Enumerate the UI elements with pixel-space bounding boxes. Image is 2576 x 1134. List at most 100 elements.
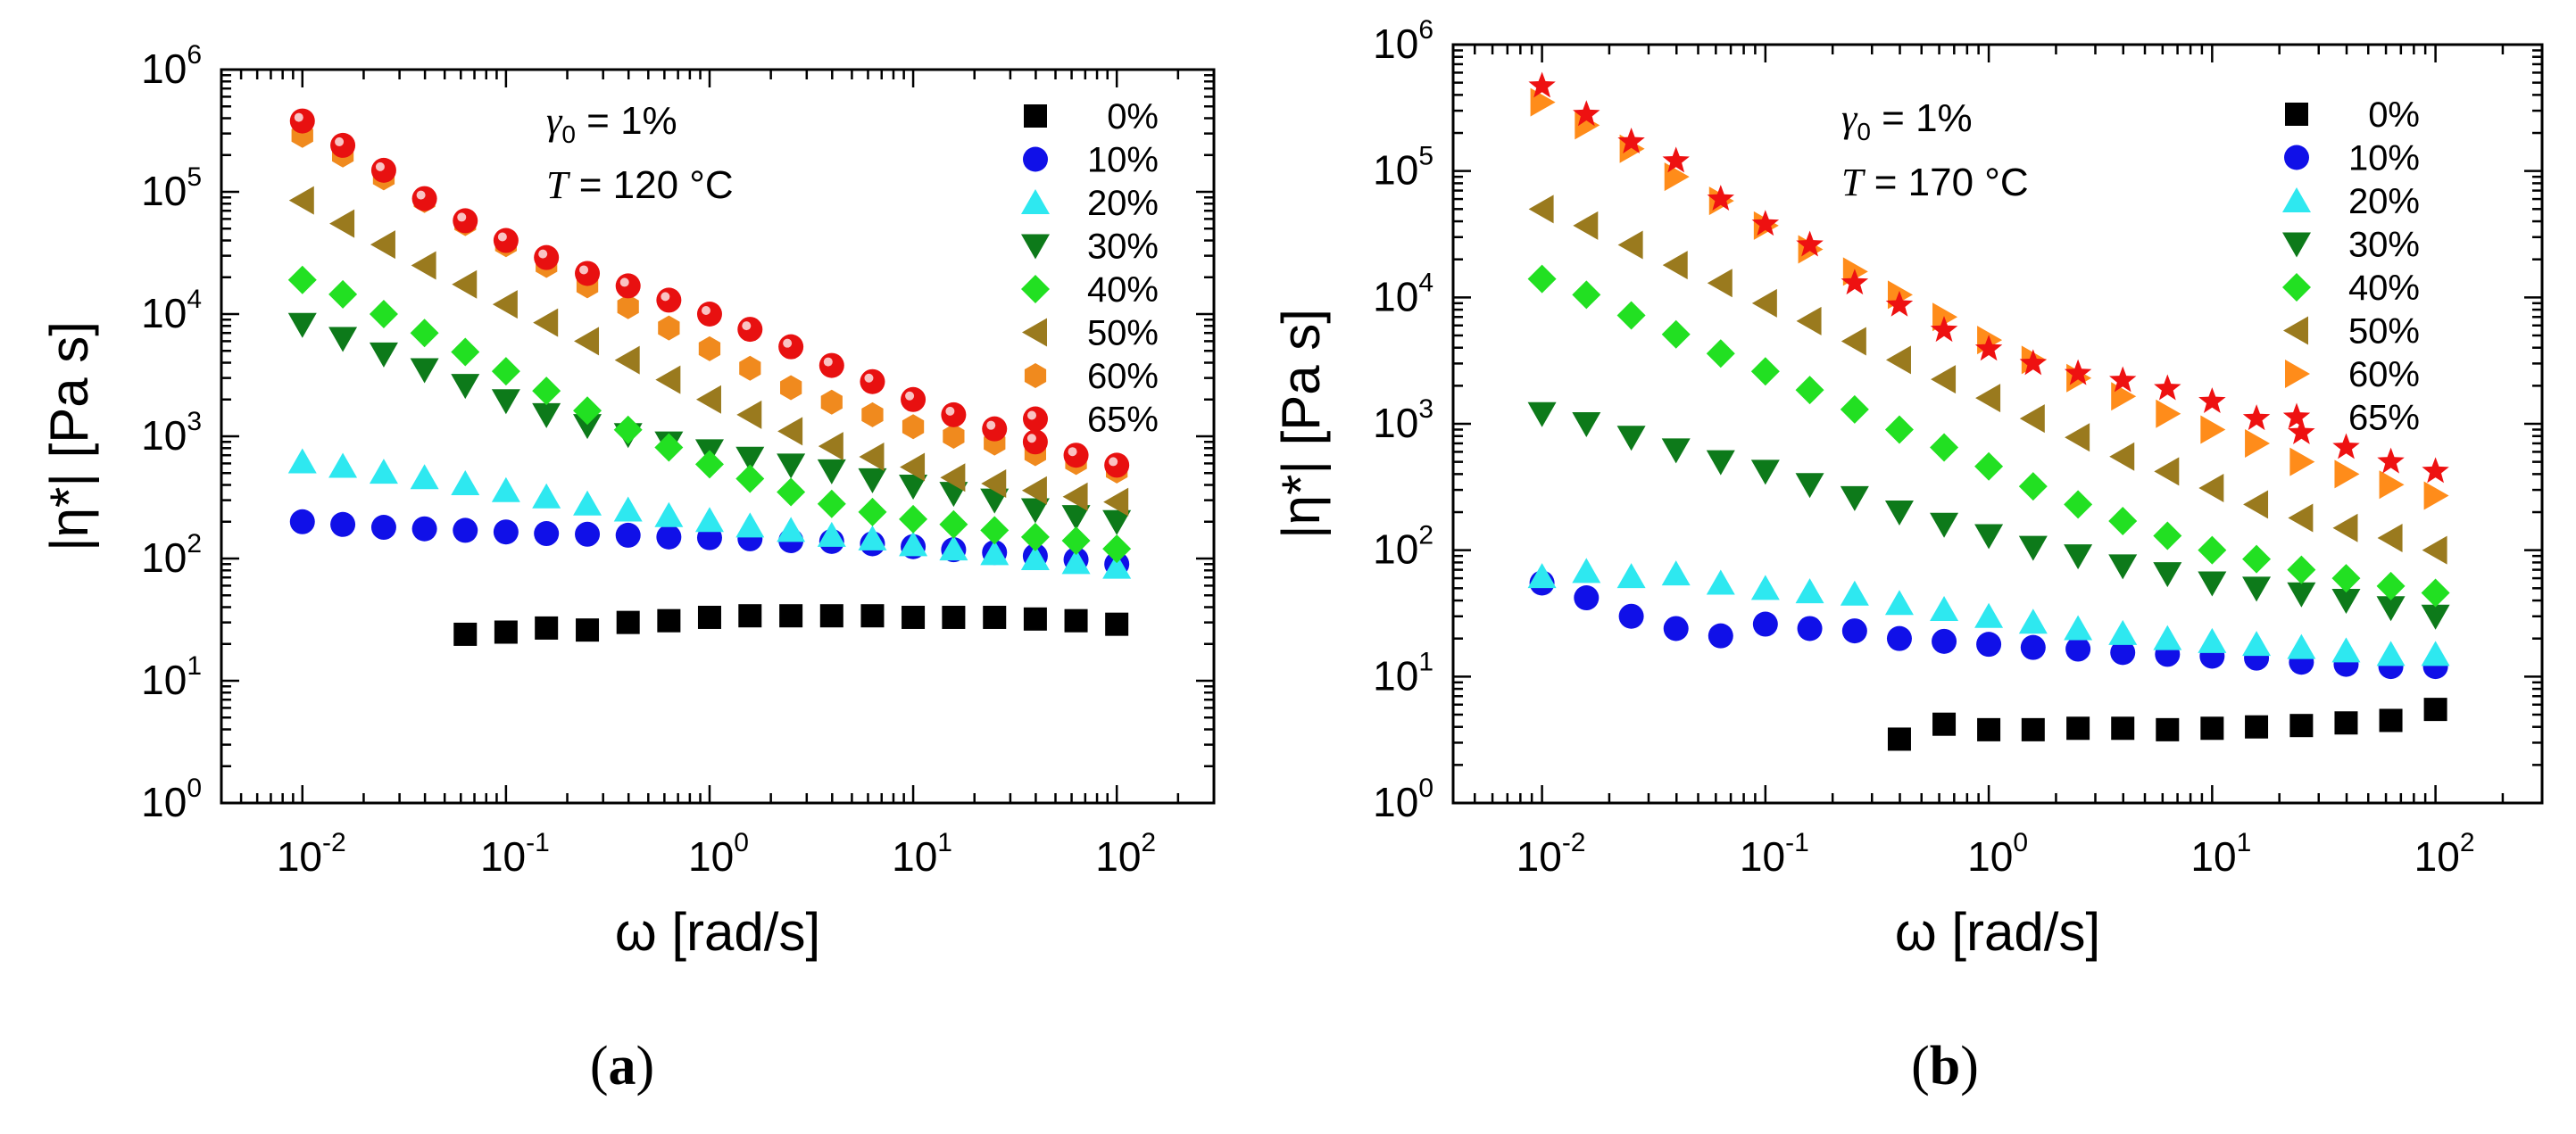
data-point-65pct [534,244,560,270]
data-point-50pct [2065,423,2090,452]
data-point-40pct [980,516,1010,545]
data-point-0pct [494,620,518,644]
data-point-0pct [2334,711,2358,735]
data-point-65pct [411,186,437,211]
data-point-20pct [1661,560,1691,586]
data-point-40pct [654,433,684,462]
data-point-60pct [943,424,965,449]
data-point-65pct [2064,359,2092,385]
data-point-50pct [900,452,926,482]
data-point-10pct [1932,628,1957,654]
data-point-20pct [858,525,887,550]
data-point-50pct [1975,384,2001,413]
data-point-40pct [410,319,439,348]
y-axis-label: |η*| [Pa s] [1271,309,1331,539]
data-point-30pct [491,389,520,415]
series-40pct [1527,264,2450,608]
data-point-65pct [2019,349,2047,376]
data-point-30pct [1572,412,1601,437]
data-point-10pct [1841,618,1867,644]
data-point-60pct [739,355,761,381]
data-point-65pct [1528,71,1556,98]
annotation-strain: γ0 = 1% [1841,96,1973,145]
data-point-40pct [858,497,887,526]
data-point-20pct [1930,596,1959,622]
data-point-50pct [1528,195,1554,224]
data-point-20pct [939,535,968,561]
legend-label-20pct: 20% [1087,184,1159,223]
y-tick-label: 103 [1373,394,1433,446]
data-point-10pct [289,509,315,534]
data-point-10pct [2020,634,2046,660]
x-tick-label: 10-2 [277,828,346,880]
data-point-50pct [2377,523,2403,552]
data-point-0pct [1887,727,1911,751]
legend-marker-50pct [2283,316,2308,345]
legend-label-0pct: 0% [2368,95,2420,135]
data-point-0pct [738,604,762,628]
data-point-20pct [287,448,317,474]
caption-b-label: b [1929,1036,1961,1097]
series-50pct [1528,195,2447,565]
series-30pct [1527,401,2450,630]
legend-label-30pct: 30% [2348,226,2420,265]
series-65pct [289,108,1130,478]
data-point-40pct [1706,339,1735,368]
data-point-0pct [942,605,966,629]
data-point-40pct [2376,571,2406,600]
data-point-65pct [575,261,601,286]
data-point-20pct [573,490,602,516]
legend-label-65pct: 65% [1087,401,1159,440]
data-point-50pct [574,327,600,356]
y-tick-label: 104 [141,285,202,336]
x-tick-label: 101 [892,828,952,880]
data-point-30pct [1884,501,1914,526]
legend-marker-40pct [2282,273,2311,302]
data-point-50pct [329,209,355,238]
data-point-0pct [1932,712,1957,736]
data-point-50pct [2198,474,2224,503]
chart-panel-a: 100 101 102 103 104 105 106 10-2 10-1 100 101 102 ω … [39,40,1216,1097]
data-point-30pct [369,342,398,368]
data-point-30pct [777,453,806,479]
data-point-30pct [410,358,439,384]
data-point-40pct [1061,526,1091,555]
data-point-65pct [1707,185,1734,211]
data-point-40pct [2018,472,2048,501]
data-point-40pct [2153,521,2182,550]
data-point-60pct [780,375,802,401]
data-point-65pct [453,208,478,234]
data-point-60pct [820,389,843,415]
data-point-50pct [1841,327,1866,356]
data-point-50pct [288,186,314,215]
data-point-30pct [817,459,846,484]
data-point-40pct [287,265,317,294]
data-point-30pct [2153,562,2182,588]
series-10pct [1529,570,2448,680]
data-point-30pct [1527,401,1557,427]
data-point-0pct [2423,698,2447,722]
data-point-60pct [2289,447,2315,476]
legend-label-30pct: 30% [1087,228,1159,267]
data-point-40pct [2108,507,2138,536]
data-point-20pct [532,483,561,509]
data-point-50pct [2288,503,2314,533]
data-point-30pct [2108,554,2138,580]
data-point-30pct [573,414,602,440]
data-point-65pct [1885,290,1914,317]
legend-label-60pct: 60% [2348,355,2420,394]
legend-label-40pct: 40% [2348,269,2420,308]
data-point-20pct [2421,641,2450,666]
data-point-40pct [1795,376,1824,405]
data-point-0pct [535,616,559,640]
data-point-0pct [1977,717,2001,741]
data-point-20pct [777,517,806,542]
data-point-50pct [2154,457,2180,486]
y-tick-label: 101 [1373,647,1433,699]
y-tick-label: 103 [141,407,202,459]
data-point-65pct [1662,146,1690,173]
data-point-20pct [735,512,765,538]
data-point-40pct [2198,535,2227,565]
data-point-20pct [410,464,439,490]
data-point-60pct [698,335,721,361]
